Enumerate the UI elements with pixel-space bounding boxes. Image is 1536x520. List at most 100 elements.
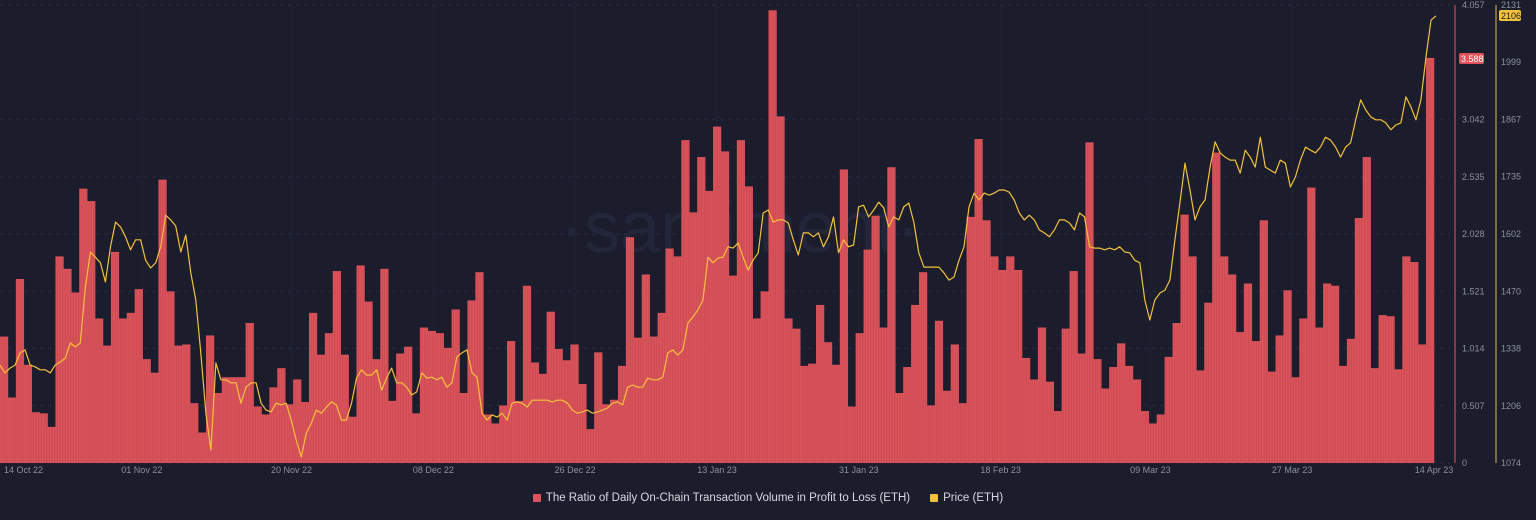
- ratio-bar: [126, 312, 135, 463]
- ratio-tick-label: 2.535: [1462, 172, 1485, 182]
- ratio-bar: [720, 151, 730, 463]
- ratio-bar: [1370, 368, 1379, 463]
- price-tick-label: 1206: [1501, 401, 1521, 411]
- date-tick-label: 08 Dec 22: [413, 465, 454, 475]
- ratio-bar: [863, 249, 872, 463]
- ratio-bar: [1354, 218, 1363, 463]
- legend-item-price[interactable]: Price (ETH): [930, 492, 1003, 504]
- ratio-bar: [990, 256, 999, 463]
- ratio-bar: [87, 201, 96, 463]
- ratio-bar: [1331, 285, 1340, 463]
- ratio-bar: [538, 373, 547, 463]
- ratio-bar: [301, 402, 310, 463]
- ratio-bar: [388, 400, 397, 463]
- ratio-bar: [1291, 377, 1300, 463]
- ratio-bar: [499, 405, 508, 463]
- date-axis-ticks: 14 Oct 22 01 Nov 22 20 Nov 22 08 Dec 22 26 D…: [4, 465, 1453, 475]
- ratio-bar: [166, 291, 175, 463]
- ratio-bar: [356, 265, 365, 463]
- ratio-bar: [736, 140, 746, 463]
- ratio-bar: [713, 126, 722, 464]
- ratio-bars: [0, 10, 1435, 464]
- ratio-bar: [475, 272, 484, 463]
- ratio-bar: [348, 416, 357, 463]
- ratio-bar: [427, 330, 437, 463]
- ratio-bar: [1204, 302, 1213, 463]
- ratio-bar: [514, 400, 524, 463]
- ratio-bar: [198, 432, 207, 463]
- chart: ·santiment· 00.5071.0141.5212.0282.5353.…: [0, 0, 1521, 475]
- ratio-bar: [1069, 271, 1078, 463]
- ratio-bar: [808, 363, 817, 463]
- ratio-bar: [903, 367, 912, 463]
- ratio-bar: [657, 312, 666, 463]
- ratio-bar: [649, 336, 658, 463]
- ratio-bar: [419, 327, 429, 463]
- ratio-bar: [760, 291, 769, 463]
- ratio-bar: [522, 285, 532, 463]
- ratio-tick-label: 0: [1462, 458, 1467, 468]
- ratio-bar: [7, 397, 17, 463]
- ratio-bar: [887, 167, 896, 463]
- ratio-bar: [1014, 269, 1023, 463]
- ratio-bar: [443, 347, 452, 463]
- ratio-bar: [79, 188, 88, 464]
- ratio-bar: [1212, 152, 1221, 463]
- ratio-bar: [586, 429, 595, 463]
- ratio-bar: [1125, 365, 1134, 463]
- ratio-bar: [689, 212, 698, 463]
- ratio-bar: [31, 412, 40, 463]
- price-tick-label: 1735: [1501, 172, 1521, 182]
- legend-item-ratio[interactable]: The Ratio of Daily On-Chain Transaction …: [532, 492, 910, 504]
- ratio-bar: [142, 359, 151, 463]
- ratio-bar: [491, 423, 500, 463]
- ratio-bar: [1172, 323, 1181, 463]
- price-tick-label: 2131: [1501, 0, 1521, 10]
- ratio-bar: [435, 333, 444, 463]
- ratio-bar: [974, 139, 983, 464]
- ratio-tick-label: 2.028: [1462, 229, 1485, 239]
- ratio-bar: [744, 186, 753, 463]
- legend-label-price: Price (ETH): [943, 492, 1004, 504]
- ratio-bar: [308, 312, 318, 463]
- ratio-bar: [1418, 344, 1427, 463]
- ratio-bar: [467, 300, 476, 463]
- ratio-bar: [1006, 256, 1015, 463]
- ratio-bar: [855, 333, 864, 463]
- ratio-last-value-badge: 3.588: [1459, 53, 1484, 64]
- ratio-bar: [673, 256, 682, 463]
- ratio-bar: [610, 399, 619, 463]
- ratio-bar: [293, 379, 302, 463]
- date-tick-label: 14 Oct 22: [4, 465, 43, 475]
- date-tick-label: 20 Nov 22: [271, 465, 312, 475]
- ratio-bar: [562, 360, 571, 463]
- ratio-bar: [1228, 274, 1237, 463]
- ratio-bar: [1085, 142, 1094, 463]
- ratio-bar: [1362, 157, 1371, 463]
- date-tick-label: 31 Jan 23: [839, 465, 879, 475]
- ratio-tick-label: 0.507: [1462, 401, 1485, 411]
- ratio-bar: [102, 345, 112, 463]
- ratio-bar: [594, 352, 603, 463]
- ratio-bar: [1338, 365, 1348, 463]
- ratio-bar: [625, 237, 635, 463]
- ratio-bar: [1307, 187, 1316, 463]
- ratio-bar: [681, 140, 690, 463]
- ratio-bar: [190, 403, 199, 463]
- ratio-bar: [1235, 332, 1245, 463]
- ratio-bar: [934, 320, 944, 463]
- ratio-bar: [150, 372, 159, 463]
- ratio-bar: [63, 268, 72, 463]
- ratio-bar: [982, 220, 991, 463]
- price-swatch-icon: [930, 494, 939, 502]
- ratio-bar: [15, 278, 25, 463]
- price-tick-label: 1999: [1501, 57, 1521, 67]
- ratio-bar: [895, 393, 904, 463]
- ratio-bar: [1323, 283, 1332, 463]
- price-line: [0, 15, 1437, 458]
- ratio-bar: [507, 341, 516, 463]
- ratio-bar: [617, 365, 627, 463]
- price-last-value-badge: 2106: [1499, 10, 1521, 21]
- price-tick-label: 1470: [1501, 286, 1521, 296]
- price-tick-label: 1867: [1501, 114, 1521, 124]
